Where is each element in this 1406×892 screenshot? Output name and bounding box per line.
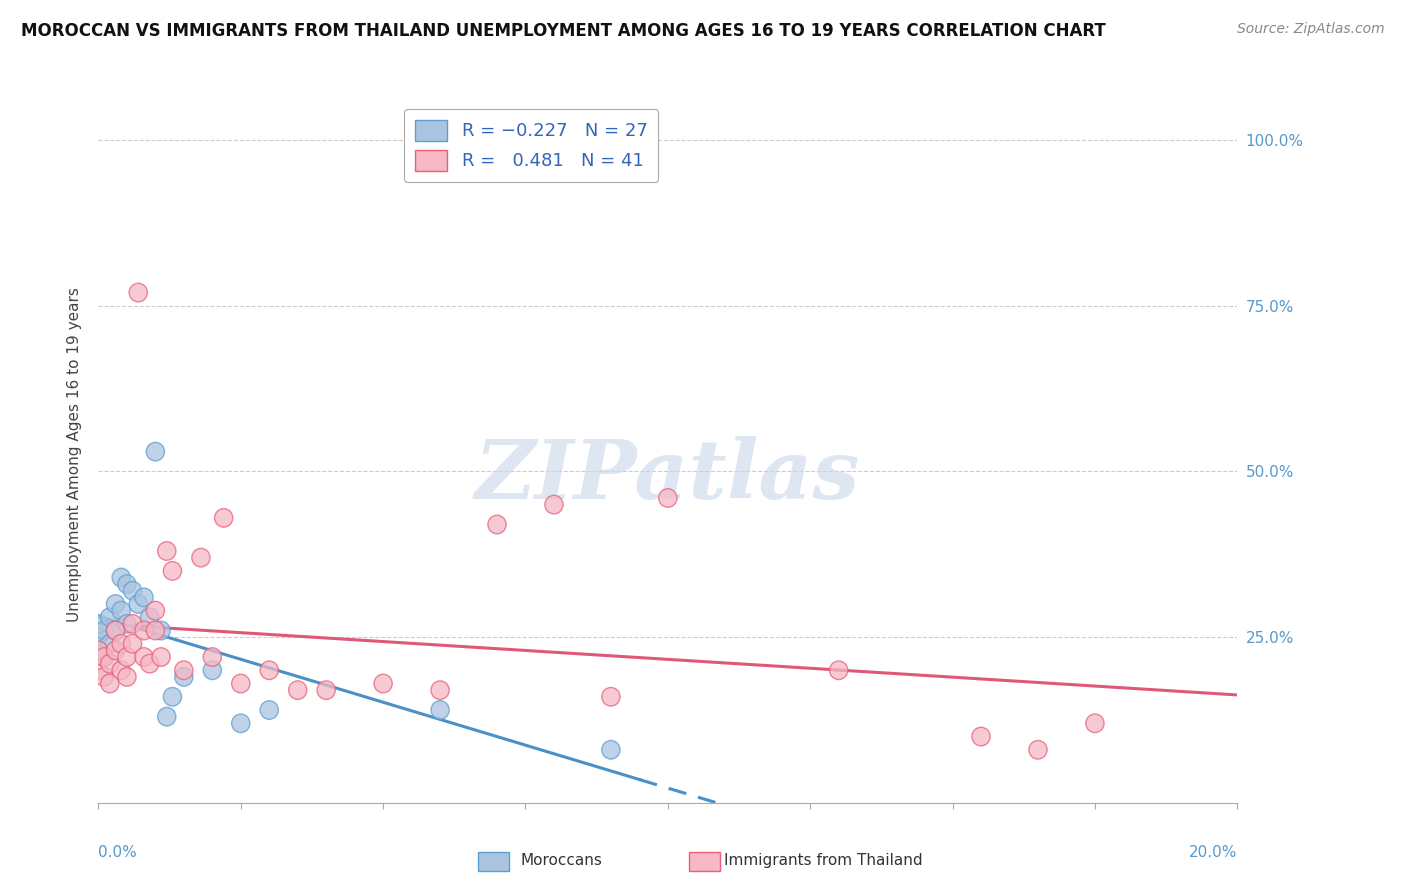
- Ellipse shape: [191, 549, 209, 567]
- Ellipse shape: [90, 641, 107, 660]
- Ellipse shape: [112, 661, 131, 680]
- Ellipse shape: [135, 648, 153, 666]
- Y-axis label: Unemployment Among Ages 16 to 19 years: Unemployment Among Ages 16 to 19 years: [67, 287, 83, 623]
- Ellipse shape: [101, 608, 120, 626]
- Ellipse shape: [146, 442, 165, 461]
- Ellipse shape: [96, 648, 114, 666]
- Ellipse shape: [96, 621, 114, 640]
- Ellipse shape: [112, 568, 131, 587]
- Ellipse shape: [215, 508, 233, 527]
- Ellipse shape: [602, 740, 620, 759]
- Ellipse shape: [101, 674, 120, 693]
- Ellipse shape: [146, 601, 165, 620]
- Ellipse shape: [432, 681, 449, 699]
- Ellipse shape: [129, 595, 148, 614]
- Ellipse shape: [152, 648, 170, 666]
- Ellipse shape: [107, 595, 125, 614]
- Ellipse shape: [90, 615, 107, 633]
- Ellipse shape: [124, 615, 142, 633]
- Ellipse shape: [135, 621, 153, 640]
- Ellipse shape: [830, 661, 848, 680]
- Ellipse shape: [152, 621, 170, 640]
- Ellipse shape: [90, 661, 107, 680]
- Ellipse shape: [157, 707, 176, 726]
- Ellipse shape: [163, 688, 181, 706]
- Text: 0.0%: 0.0%: [98, 845, 138, 860]
- Ellipse shape: [157, 541, 176, 560]
- Ellipse shape: [118, 648, 136, 666]
- Ellipse shape: [318, 681, 335, 699]
- Ellipse shape: [232, 674, 250, 693]
- Ellipse shape: [260, 701, 278, 719]
- Ellipse shape: [107, 621, 125, 640]
- Ellipse shape: [174, 661, 193, 680]
- Ellipse shape: [90, 641, 107, 660]
- Text: Source: ZipAtlas.com: Source: ZipAtlas.com: [1237, 22, 1385, 37]
- Ellipse shape: [602, 688, 620, 706]
- Text: MOROCCAN VS IMMIGRANTS FROM THAILAND UNEMPLOYMENT AMONG AGES 16 TO 19 YEARS CORR: MOROCCAN VS IMMIGRANTS FROM THAILAND UNE…: [21, 22, 1107, 40]
- Ellipse shape: [1029, 740, 1047, 759]
- Ellipse shape: [112, 601, 131, 620]
- Ellipse shape: [141, 608, 159, 626]
- Ellipse shape: [146, 621, 165, 640]
- Ellipse shape: [101, 634, 120, 653]
- Ellipse shape: [141, 655, 159, 673]
- Ellipse shape: [163, 562, 181, 580]
- Legend: R = −0.227   N = 27, R =   0.481   N = 41: R = −0.227 N = 27, R = 0.481 N = 41: [404, 109, 658, 181]
- Ellipse shape: [112, 634, 131, 653]
- Ellipse shape: [124, 634, 142, 653]
- Text: ZIPatlas: ZIPatlas: [475, 436, 860, 516]
- Ellipse shape: [1085, 714, 1104, 732]
- Ellipse shape: [204, 661, 221, 680]
- Ellipse shape: [488, 516, 506, 533]
- Ellipse shape: [232, 714, 250, 732]
- Ellipse shape: [374, 674, 392, 693]
- Ellipse shape: [101, 655, 120, 673]
- Ellipse shape: [96, 648, 114, 666]
- Ellipse shape: [129, 284, 148, 301]
- Ellipse shape: [96, 667, 114, 686]
- Ellipse shape: [972, 727, 990, 746]
- Text: 20.0%: 20.0%: [1189, 845, 1237, 860]
- Ellipse shape: [118, 615, 136, 633]
- Ellipse shape: [107, 621, 125, 640]
- Ellipse shape: [90, 628, 107, 647]
- Ellipse shape: [204, 648, 221, 666]
- Ellipse shape: [260, 661, 278, 680]
- Ellipse shape: [288, 681, 307, 699]
- Ellipse shape: [124, 582, 142, 600]
- Ellipse shape: [174, 667, 193, 686]
- Ellipse shape: [118, 574, 136, 593]
- Text: Moroccans: Moroccans: [520, 854, 602, 868]
- Ellipse shape: [546, 495, 562, 514]
- Ellipse shape: [135, 588, 153, 607]
- Ellipse shape: [107, 641, 125, 660]
- Ellipse shape: [118, 667, 136, 686]
- Text: Immigrants from Thailand: Immigrants from Thailand: [724, 854, 922, 868]
- Ellipse shape: [659, 489, 676, 508]
- Ellipse shape: [432, 701, 449, 719]
